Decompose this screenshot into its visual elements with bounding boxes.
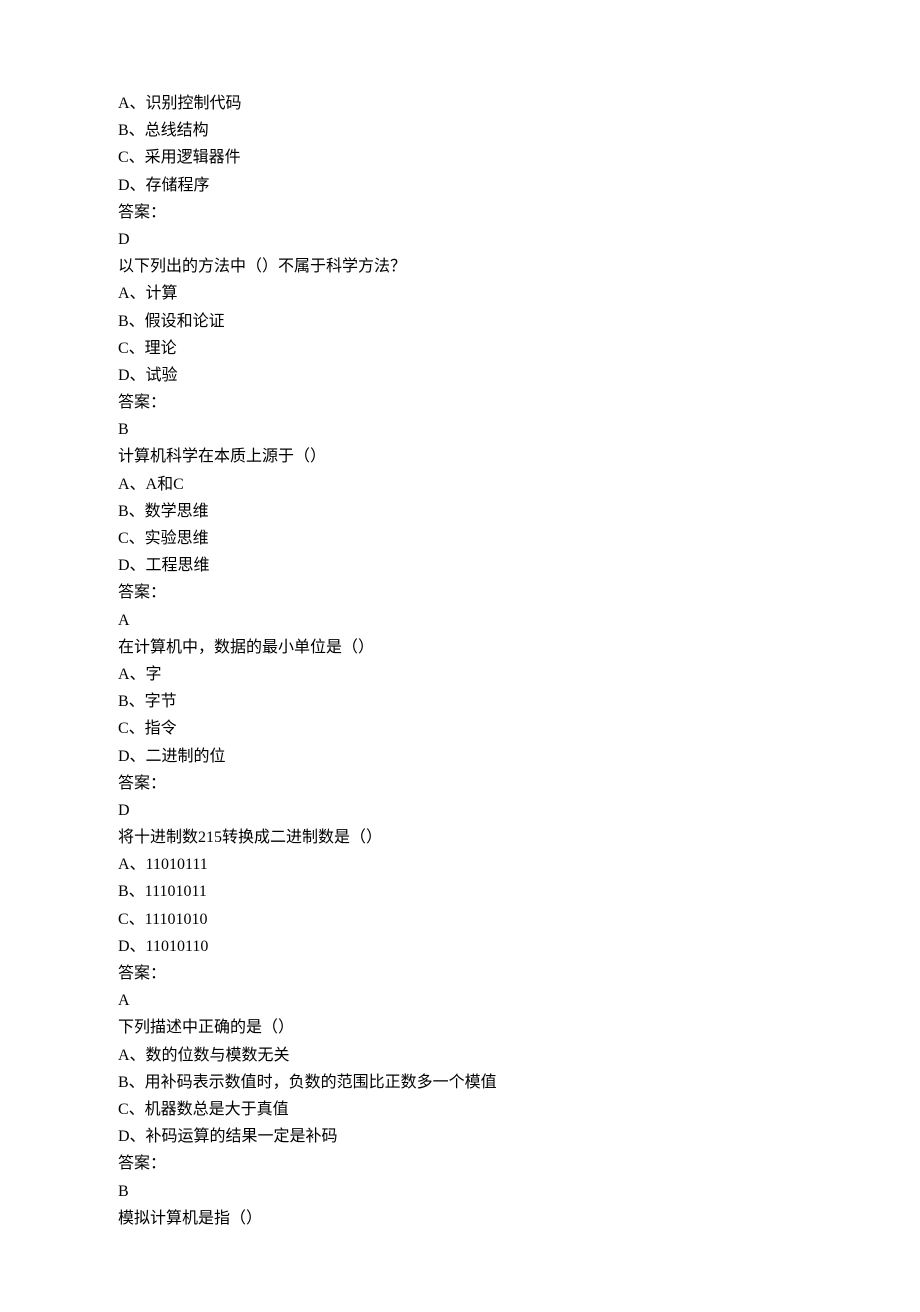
- option-text: A、11010111: [118, 851, 802, 878]
- option-text: C、实验思维: [118, 525, 802, 552]
- option-text: C、指令: [118, 715, 802, 742]
- question-stem: 模拟计算机是指（）: [118, 1205, 802, 1232]
- option-text: A、识别控制代码: [118, 90, 802, 117]
- answer-text: D: [118, 226, 802, 253]
- answer-label: 答案：: [118, 770, 802, 797]
- option-text: D、补码运算的结果一定是补码: [118, 1123, 802, 1150]
- question-stem: 计算机科学在本质上源于（）: [118, 443, 802, 470]
- question-stem: 以下列出的方法中（）不属于科学方法？: [118, 253, 802, 280]
- option-text: B、假设和论证: [118, 308, 802, 335]
- answer-label: 答案：: [118, 1150, 802, 1177]
- question-stem: 将十进制数215转换成二进制数是（）: [118, 824, 802, 851]
- answer-text: D: [118, 797, 802, 824]
- option-text: B、11101011: [118, 878, 802, 905]
- option-text: B、用补码表示数值时，负数的范围比正数多一个模值: [118, 1069, 802, 1096]
- option-text: D、试验: [118, 362, 802, 389]
- question-stem: 在计算机中，数据的最小单位是（）: [118, 634, 802, 661]
- option-text: C、机器数总是大于真值: [118, 1096, 802, 1123]
- answer-text: A: [118, 607, 802, 634]
- option-text: D、二进制的位: [118, 743, 802, 770]
- answer-text: B: [118, 416, 802, 443]
- option-text: D、工程思维: [118, 552, 802, 579]
- option-text: A、字: [118, 661, 802, 688]
- option-text: B、字节: [118, 688, 802, 715]
- answer-text: B: [118, 1178, 802, 1205]
- answer-label: 答案：: [118, 389, 802, 416]
- option-text: A、数的位数与模数无关: [118, 1042, 802, 1069]
- option-text: C、采用逻辑器件: [118, 144, 802, 171]
- answer-label: 答案：: [118, 579, 802, 606]
- option-text: B、总线结构: [118, 117, 802, 144]
- option-text: A、A和C: [118, 471, 802, 498]
- answer-text: A: [118, 987, 802, 1014]
- option-text: C、11101010: [118, 906, 802, 933]
- option-text: D、11010110: [118, 933, 802, 960]
- answer-label: 答案：: [118, 199, 802, 226]
- option-text: A、计算: [118, 280, 802, 307]
- option-text: C、理论: [118, 335, 802, 362]
- answer-label: 答案：: [118, 960, 802, 987]
- question-stem: 下列描述中正确的是（）: [118, 1014, 802, 1041]
- document-content: A、识别控制代码 B、总线结构 C、采用逻辑器件 D、存储程序 答案： D 以下…: [118, 90, 802, 1232]
- option-text: D、存储程序: [118, 172, 802, 199]
- option-text: B、数学思维: [118, 498, 802, 525]
